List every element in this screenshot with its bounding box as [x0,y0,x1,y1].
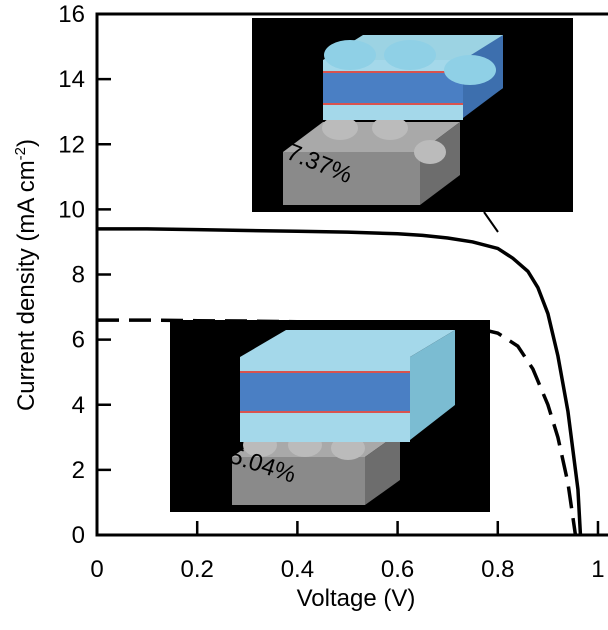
x-tick-label: 0.4 [281,556,314,583]
x-tick-label: 0.8 [481,556,514,583]
y-tick-label: 4 [72,392,85,419]
dome [444,55,496,85]
y-tick-label: 14 [58,66,85,93]
y-tick-label: 16 [58,1,85,28]
x-tick-label: 0.2 [181,556,214,583]
layer-dark [240,372,410,412]
y-axis-title-text: Current density (mA cm [13,160,40,411]
y-tick-label: 12 [58,131,85,158]
inset-bottom: 5.04% [170,320,490,512]
y-axis-title: Current density (mA cm-2) [12,139,40,411]
dome [324,40,376,70]
y-tick-label: 6 [72,327,85,354]
x-tick-label: 1 [591,556,604,583]
dome [384,40,436,70]
y-tick-label: 0 [72,522,85,549]
x-axis-title: Voltage (V) [297,585,416,612]
y-tick-label: 8 [72,262,85,289]
y-tick-label: 2 [72,457,85,484]
y-axis-title-sup: -2 [12,147,29,160]
x-tick-label: 0.6 [381,556,414,583]
dome [414,140,446,164]
y-axis-title-suffix: ) [13,139,40,147]
inset-top: 7.37% [252,18,573,232]
y-tick-label: 10 [58,196,85,223]
chart: 7.37% 5.04% 00.20.40.60.810246810121416 … [0,0,608,625]
layer-dark [323,72,463,104]
x-tick-label: 0 [90,556,103,583]
